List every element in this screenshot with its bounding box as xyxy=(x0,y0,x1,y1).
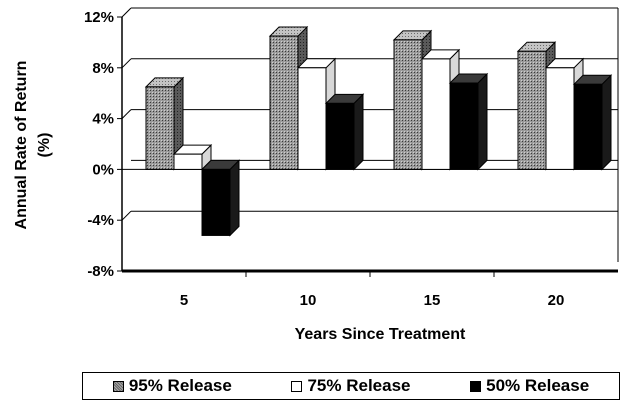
x-tick-label: 20 xyxy=(548,292,565,309)
legend-label-75: 75% Release xyxy=(307,376,411,395)
gridline-diagonal xyxy=(121,58,132,69)
bar-side xyxy=(477,72,488,171)
bar xyxy=(572,74,613,171)
x-tick-label: 15 xyxy=(424,292,441,309)
bar-front xyxy=(173,153,203,170)
legend-label-50: 50% Release xyxy=(486,376,590,395)
y-tick-label: 8% xyxy=(92,60,114,77)
gridline-diagonal xyxy=(121,210,132,221)
bar xyxy=(324,93,365,171)
y-axis-title-line1: Annual Rate of Return xyxy=(13,61,30,230)
gridline-diagonal xyxy=(121,109,132,119)
legend-item-95: 95% Release xyxy=(112,376,232,396)
bar xyxy=(172,143,213,171)
legend-item-75: 75% Release xyxy=(291,376,411,396)
bar-front xyxy=(325,102,355,170)
bar-front xyxy=(393,39,423,170)
bar xyxy=(200,159,241,237)
bar-side xyxy=(229,159,240,237)
legend: 95% Release 75% Release 50% Release xyxy=(82,372,620,400)
gridline-diagonal xyxy=(121,7,132,18)
legend-label-95: 95% Release xyxy=(128,376,232,395)
x-tick-label: 5 xyxy=(180,292,188,309)
bar-side xyxy=(353,93,364,171)
legend-swatch-95 xyxy=(112,380,124,392)
y-tick-label: 12% xyxy=(84,9,114,26)
x-tick-label: 10 xyxy=(300,292,317,309)
bar-front xyxy=(449,82,479,170)
bar xyxy=(144,76,185,171)
bar-front xyxy=(545,67,575,170)
legend-item-50: 50% Release xyxy=(470,376,589,396)
y-tick-label: 4% xyxy=(92,111,114,128)
y-tick-label: -4% xyxy=(87,212,114,229)
y-tick-label: -8% xyxy=(87,263,114,280)
bar-front xyxy=(297,67,327,170)
y-tick-label: 0% xyxy=(92,161,114,178)
legend-swatch-50 xyxy=(470,380,482,392)
bar-front xyxy=(145,86,175,170)
tick-labels: 12% 8% 4% 0% -4% -8% 5 10 15 20 xyxy=(84,9,564,309)
bar xyxy=(448,72,489,171)
bar-front xyxy=(201,168,231,236)
bar-chart: 12% 8% 4% 0% -4% -8% 5 10 15 20 Annual Rate of Re… xyxy=(13,7,619,343)
bar-front xyxy=(573,83,603,170)
bars xyxy=(144,25,613,237)
y-axis-title-line2: (%) xyxy=(36,133,53,158)
bar-front xyxy=(269,35,299,170)
x-axis-title: Years Since Treatment xyxy=(295,326,466,343)
bar-front xyxy=(517,50,547,170)
bar-front xyxy=(421,58,451,170)
bar-side xyxy=(601,74,612,171)
legend-swatch-75 xyxy=(291,380,303,392)
